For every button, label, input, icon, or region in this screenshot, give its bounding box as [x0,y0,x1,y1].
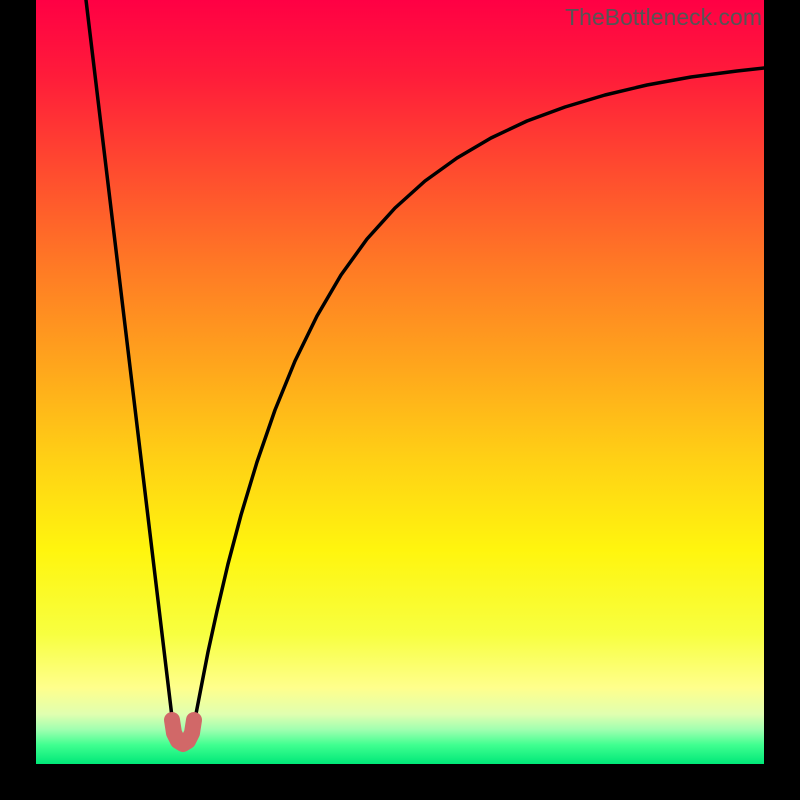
gradient-background [36,0,764,764]
chart-svg [36,0,764,764]
watermark-text: TheBottleneck.com [565,4,762,31]
chart-outer-frame: TheBottleneck.com [0,0,800,800]
chart-plot-area [36,0,764,764]
